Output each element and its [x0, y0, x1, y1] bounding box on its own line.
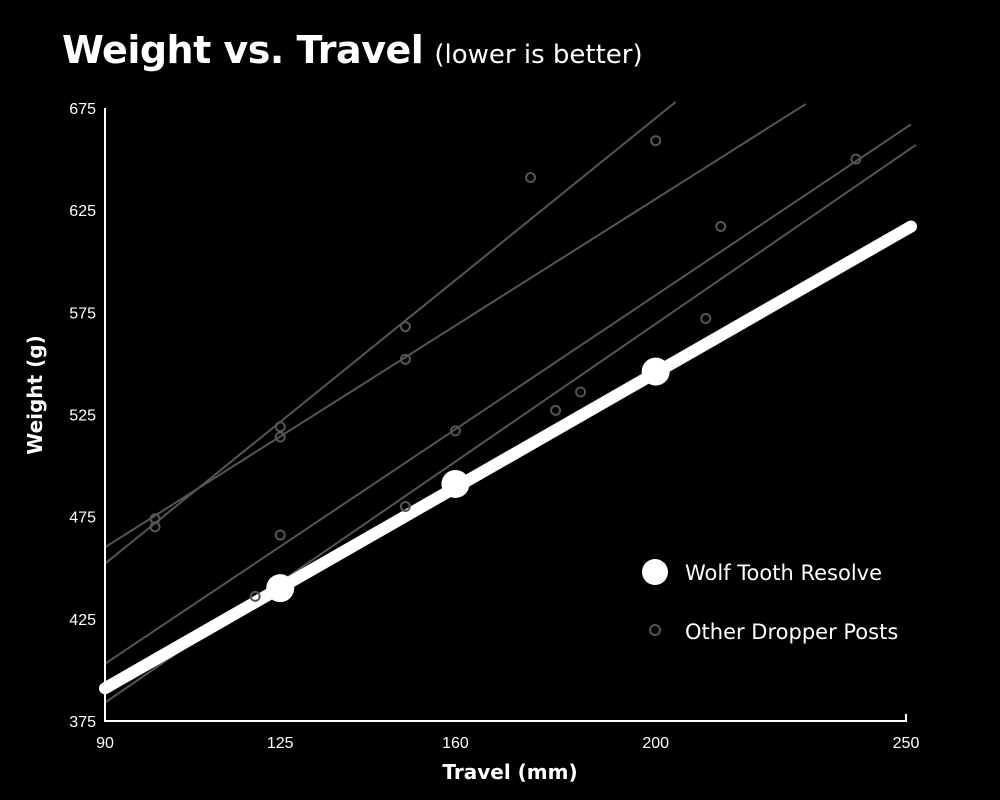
y-axis-title: Weight (g)	[23, 335, 47, 454]
other-posts-point	[525, 171, 537, 183]
other-posts-point	[274, 529, 286, 541]
other-posts-point	[550, 404, 562, 416]
y-tick-labels: 375 425 475 525 575 625 675	[69, 101, 96, 731]
x-axis-title: Travel (mm)	[442, 760, 577, 784]
y-tick-label: 675	[69, 101, 96, 118]
other-posts-point	[399, 500, 411, 512]
title-row: Weight vs. Travel (lower is better)	[62, 28, 643, 72]
other-posts-point	[700, 312, 712, 324]
x-tick-label: 250	[893, 735, 920, 752]
wolf-tooth-point	[441, 469, 470, 498]
other-posts-point	[274, 431, 286, 443]
wolf-tooth-point	[641, 357, 670, 386]
chart-title: Weight vs. Travel	[62, 28, 424, 72]
x-tick-label: 200	[642, 735, 669, 752]
other-posts-point	[399, 321, 411, 333]
x-tick-label: 160	[442, 735, 469, 752]
other-posts-point	[274, 421, 286, 433]
y-tick-label: 525	[69, 408, 96, 425]
y-tick-label: 575	[69, 305, 96, 322]
x-tick-label: 125	[267, 735, 294, 752]
other-posts-point	[575, 386, 587, 398]
x-tick-labels: 90 125 160 200 250	[96, 735, 919, 752]
other-posts-point	[715, 221, 727, 233]
chart-subtitle: (lower is better)	[434, 40, 643, 70]
other-posts-point	[650, 135, 662, 147]
y-tick-label: 625	[69, 203, 96, 220]
x-tick-label: 90	[96, 735, 114, 752]
legend: Wolf Tooth Resolve Other Dropper Posts	[642, 559, 898, 644]
wolf-tooth-points	[266, 357, 670, 603]
other-posts-point	[149, 521, 161, 533]
other-posts-point	[850, 153, 862, 165]
wolf-tooth-trendline-layer	[99, 220, 918, 695]
y-tick-label: 475	[69, 510, 96, 527]
legend-marker-other-posts	[649, 624, 661, 636]
other-posts-trendline	[104, 103, 807, 549]
other-posts-point	[399, 353, 411, 365]
legend-label-wolf-tooth: Wolf Tooth Resolve	[685, 561, 882, 585]
wolf-tooth-point	[266, 574, 295, 603]
y-tick-label: 425	[69, 612, 96, 629]
other-posts-trendline	[104, 101, 677, 565]
legend-label-other-posts: Other Dropper Posts	[685, 620, 898, 644]
other-posts-points	[149, 135, 862, 602]
wolf-tooth-trendline	[99, 220, 918, 695]
other-posts-point	[449, 425, 461, 437]
legend-marker-wolf-tooth	[642, 559, 668, 585]
other-posts-trendline	[104, 123, 912, 665]
other-posts-point	[249, 590, 261, 602]
y-tick-label: 375	[69, 714, 96, 731]
